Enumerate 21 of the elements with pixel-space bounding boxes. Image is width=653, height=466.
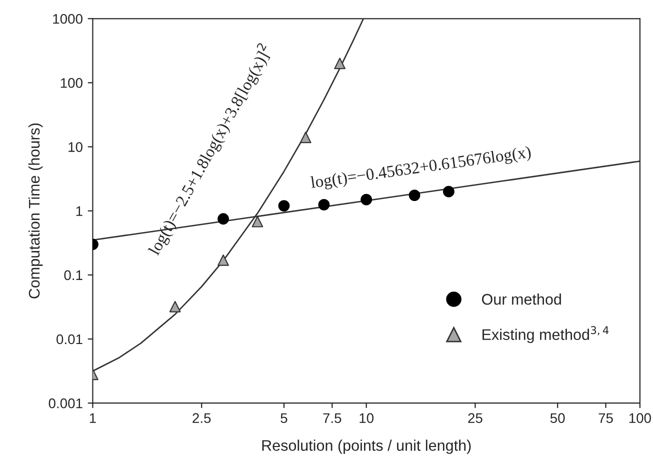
legend-label: Existing method$^{3,4}$ xyxy=(482,326,609,344)
x-tick-label: 75 xyxy=(598,413,613,424)
x-tick-label: 50 xyxy=(550,413,565,424)
x-tick-label: 2.5 xyxy=(192,413,211,424)
x-tick-label: 5 xyxy=(280,413,288,424)
x-tick-label: 10 xyxy=(360,413,374,424)
y-tick-label: 1000 xyxy=(53,14,82,24)
x-tick-label: 100 xyxy=(629,413,651,424)
y-axis-title: Computation Time (hours) xyxy=(28,124,43,298)
y-tick-label: 10 xyxy=(68,142,82,152)
annotation: log(t)=−2.5+1.8log(x)+3.8[log(x)]$^{2}$ xyxy=(144,42,276,258)
x-tick-label: 7.5 xyxy=(323,413,342,424)
legend-label: Our method xyxy=(482,294,561,305)
y-tick-label: 0.1 xyxy=(64,270,82,280)
x-tick-label: 1 xyxy=(90,413,96,423)
x-axis-title: Resolution (points / unit length) xyxy=(262,440,471,454)
x-tick-label: 25 xyxy=(468,413,482,424)
y-tick-label: 0.01 xyxy=(56,334,82,344)
y-tick-label: 0.001 xyxy=(48,398,82,408)
y-tick-label: 1 xyxy=(76,206,82,216)
y-tick-label: 100 xyxy=(60,78,82,88)
